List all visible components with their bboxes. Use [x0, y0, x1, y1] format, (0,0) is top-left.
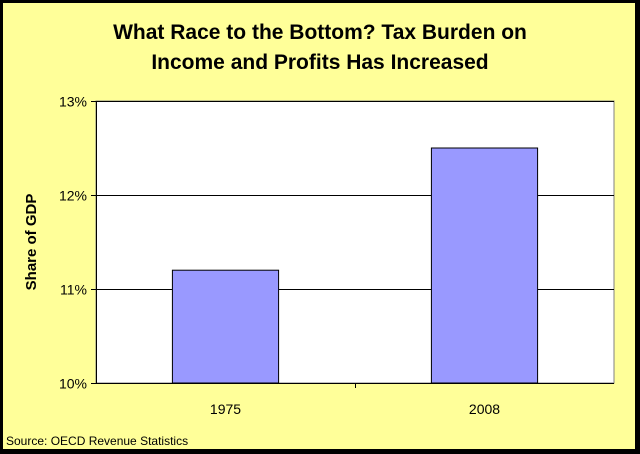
y-tick-label: 10%	[59, 376, 87, 392]
y-axis-label: Share of GDP	[23, 194, 40, 291]
x-tick-label: 2008	[469, 401, 500, 417]
source-note: Source: OECD Revenue Statistics	[6, 434, 189, 448]
y-tick-label: 12%	[59, 188, 87, 204]
chart-title-line-2: Income and Profits Has Increased	[151, 51, 489, 74]
chart-title: What Race to the Bottom? Tax Burden on I…	[0, 18, 640, 78]
chart-title-line-1: What Race to the Bottom? Tax Burden on	[113, 21, 527, 44]
x-tick-label: 1975	[210, 401, 241, 417]
bar	[430, 147, 539, 384]
y-tick-label: 13%	[59, 94, 87, 110]
y-tick-label: 11%	[60, 282, 87, 298]
bar	[171, 269, 280, 384]
